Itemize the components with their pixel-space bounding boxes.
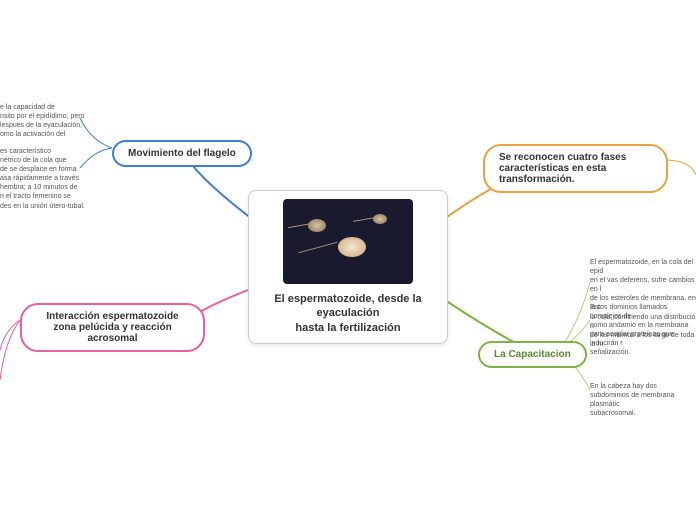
branch-label: La Capacitacion [494,349,571,360]
branch-label: Interacción espermatozoide zona pelúcida… [46,311,178,344]
central-image [283,199,413,284]
central-node: El espermatozoide, desde la eyaculaciónh… [248,190,448,344]
leaf-text: es característiconétrico de la cola qued… [0,147,85,211]
leaf-text: e la capacidad densito por el epidídimo,… [0,103,85,139]
branch-fases[interactable]: Se reconocen cuatro fases característica… [483,144,668,193]
branch-interaccion[interactable]: Interacción espermatozoide zona pelúcida… [20,303,205,352]
leaf-text: Estos dominios llamados complejos decomo… [590,303,696,358]
branch-capacitacion[interactable]: La Capacitacion [478,341,587,368]
branch-label: Movimiento del flagelo [128,148,236,159]
leaf-text: En la cabeza hay dossubdominios de membr… [590,382,696,418]
central-title: El espermatozoide, desde la eyaculaciónh… [257,292,439,335]
branch-movimiento[interactable]: Movimiento del flagelo [112,140,252,167]
branch-label: Se reconocen cuatro fases característica… [499,152,626,185]
